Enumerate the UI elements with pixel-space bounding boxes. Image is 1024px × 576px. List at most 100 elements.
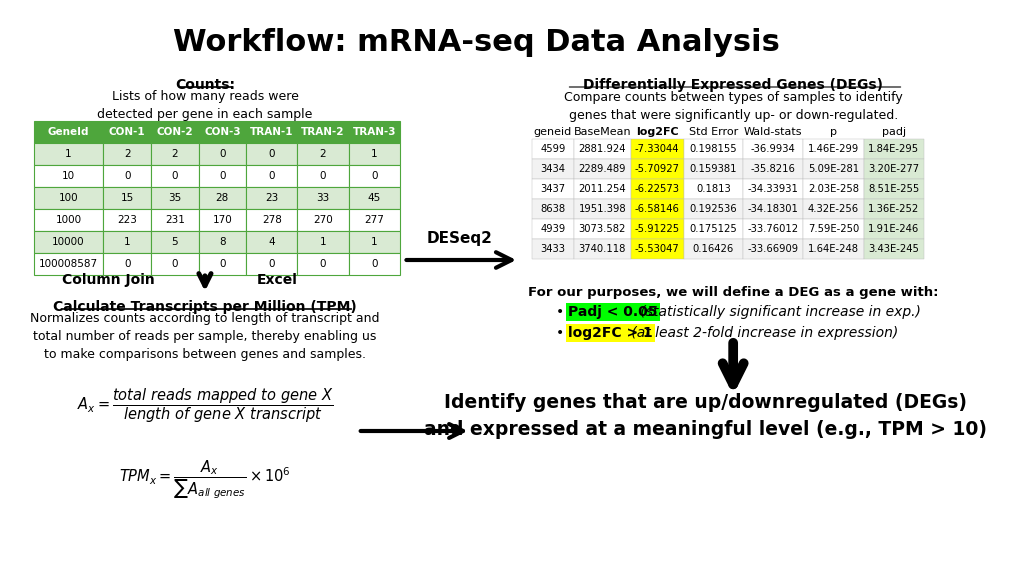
Text: 0: 0 xyxy=(268,259,275,269)
Bar xyxy=(34,143,103,165)
Text: 1951.398: 1951.398 xyxy=(579,204,626,214)
Bar xyxy=(297,209,349,231)
Bar xyxy=(631,199,684,219)
Bar xyxy=(246,187,297,209)
Bar xyxy=(803,219,864,239)
Bar xyxy=(573,139,631,159)
FancyArrowPatch shape xyxy=(199,274,211,286)
Bar xyxy=(684,159,743,179)
Text: -34.18301: -34.18301 xyxy=(748,204,799,214)
Text: 0.159381: 0.159381 xyxy=(690,164,737,174)
Text: 4.32E-256: 4.32E-256 xyxy=(808,204,859,214)
Text: padj: padj xyxy=(882,127,906,137)
FancyArrowPatch shape xyxy=(360,424,463,438)
Text: Identify genes that are up/downregulated (DEGs)
and expressed at a meaningful le: Identify genes that are up/downregulated… xyxy=(424,393,987,439)
Bar xyxy=(631,219,684,239)
Text: Calculate Transcripts per Million (TPM): Calculate Transcripts per Million (TPM) xyxy=(53,300,356,314)
Bar xyxy=(246,253,297,275)
Bar xyxy=(246,121,297,143)
Text: -36.9934: -36.9934 xyxy=(751,144,796,154)
Text: 5.09E-281: 5.09E-281 xyxy=(808,164,859,174)
Bar xyxy=(531,139,573,159)
Bar xyxy=(151,121,199,143)
Bar xyxy=(297,165,349,187)
Bar xyxy=(684,179,743,199)
Text: BaseMean: BaseMean xyxy=(573,127,631,137)
Text: p: p xyxy=(829,127,837,137)
Bar xyxy=(349,231,400,253)
Text: 231: 231 xyxy=(165,215,184,225)
Bar xyxy=(199,209,246,231)
Text: Compare counts between types of samples to identify
genes that were significantl: Compare counts between types of samples … xyxy=(564,91,902,122)
Text: 277: 277 xyxy=(365,215,384,225)
Text: 1.91E-246: 1.91E-246 xyxy=(868,224,920,234)
Text: 15: 15 xyxy=(121,193,134,203)
Bar xyxy=(684,199,743,219)
Text: DESeq2: DESeq2 xyxy=(427,231,493,246)
Bar xyxy=(199,253,246,275)
Bar xyxy=(103,165,151,187)
Bar xyxy=(349,121,400,143)
Text: 0: 0 xyxy=(171,259,178,269)
Text: Lists of how many reads were
detected per gene in each sample: Lists of how many reads were detected pe… xyxy=(97,90,312,121)
Text: Wald-stats: Wald-stats xyxy=(743,127,802,137)
Bar xyxy=(743,139,803,159)
Bar xyxy=(246,143,297,165)
Bar xyxy=(151,253,199,275)
Text: 2: 2 xyxy=(171,149,178,159)
Bar xyxy=(684,219,743,239)
Bar xyxy=(631,159,684,179)
Text: 1: 1 xyxy=(66,149,72,159)
Bar xyxy=(631,139,684,159)
Text: 5: 5 xyxy=(171,237,178,247)
Text: 2881.924: 2881.924 xyxy=(579,144,626,154)
Text: 0: 0 xyxy=(371,259,378,269)
Text: (statistically significant increase in exp.): (statistically significant increase in e… xyxy=(636,305,921,319)
Text: CON-2: CON-2 xyxy=(157,127,194,137)
Bar xyxy=(349,187,400,209)
Text: Excel: Excel xyxy=(257,273,298,287)
Bar xyxy=(573,159,631,179)
Text: -6.58146: -6.58146 xyxy=(635,204,680,214)
Text: 0.192536: 0.192536 xyxy=(690,204,737,214)
Bar xyxy=(246,231,297,253)
Bar xyxy=(151,209,199,231)
Text: 0: 0 xyxy=(124,259,130,269)
Bar xyxy=(246,209,297,231)
Text: 2289.489: 2289.489 xyxy=(579,164,626,174)
Text: 1: 1 xyxy=(371,237,378,247)
Bar xyxy=(34,231,103,253)
Text: -35.8216: -35.8216 xyxy=(751,164,796,174)
Text: GeneId: GeneId xyxy=(48,127,89,137)
Bar xyxy=(803,179,864,199)
Bar xyxy=(349,143,400,165)
Text: log2FC > 1: log2FC > 1 xyxy=(568,326,653,340)
Bar xyxy=(803,159,864,179)
Bar xyxy=(34,253,103,275)
Bar xyxy=(631,239,684,259)
Bar xyxy=(531,199,573,219)
Bar xyxy=(349,165,400,187)
Text: 3740.118: 3740.118 xyxy=(579,244,626,254)
Text: 28: 28 xyxy=(216,193,229,203)
Text: 45: 45 xyxy=(368,193,381,203)
Bar xyxy=(743,199,803,219)
Text: 0: 0 xyxy=(268,149,275,159)
Bar xyxy=(103,121,151,143)
Text: 2.03E-258: 2.03E-258 xyxy=(808,184,859,194)
Bar xyxy=(103,253,151,275)
Text: 8.51E-255: 8.51E-255 xyxy=(868,184,920,194)
Bar xyxy=(34,121,103,143)
Text: Column Join: Column Join xyxy=(61,273,155,287)
Bar xyxy=(103,143,151,165)
Bar xyxy=(803,139,864,159)
Text: 7.59E-250: 7.59E-250 xyxy=(808,224,859,234)
Bar xyxy=(631,179,684,199)
Text: 23: 23 xyxy=(265,193,279,203)
Text: -7.33044: -7.33044 xyxy=(635,144,680,154)
Text: 0: 0 xyxy=(319,259,327,269)
Bar xyxy=(297,143,349,165)
Text: 223: 223 xyxy=(117,215,137,225)
Text: 3437: 3437 xyxy=(541,184,565,194)
Text: 35: 35 xyxy=(168,193,181,203)
